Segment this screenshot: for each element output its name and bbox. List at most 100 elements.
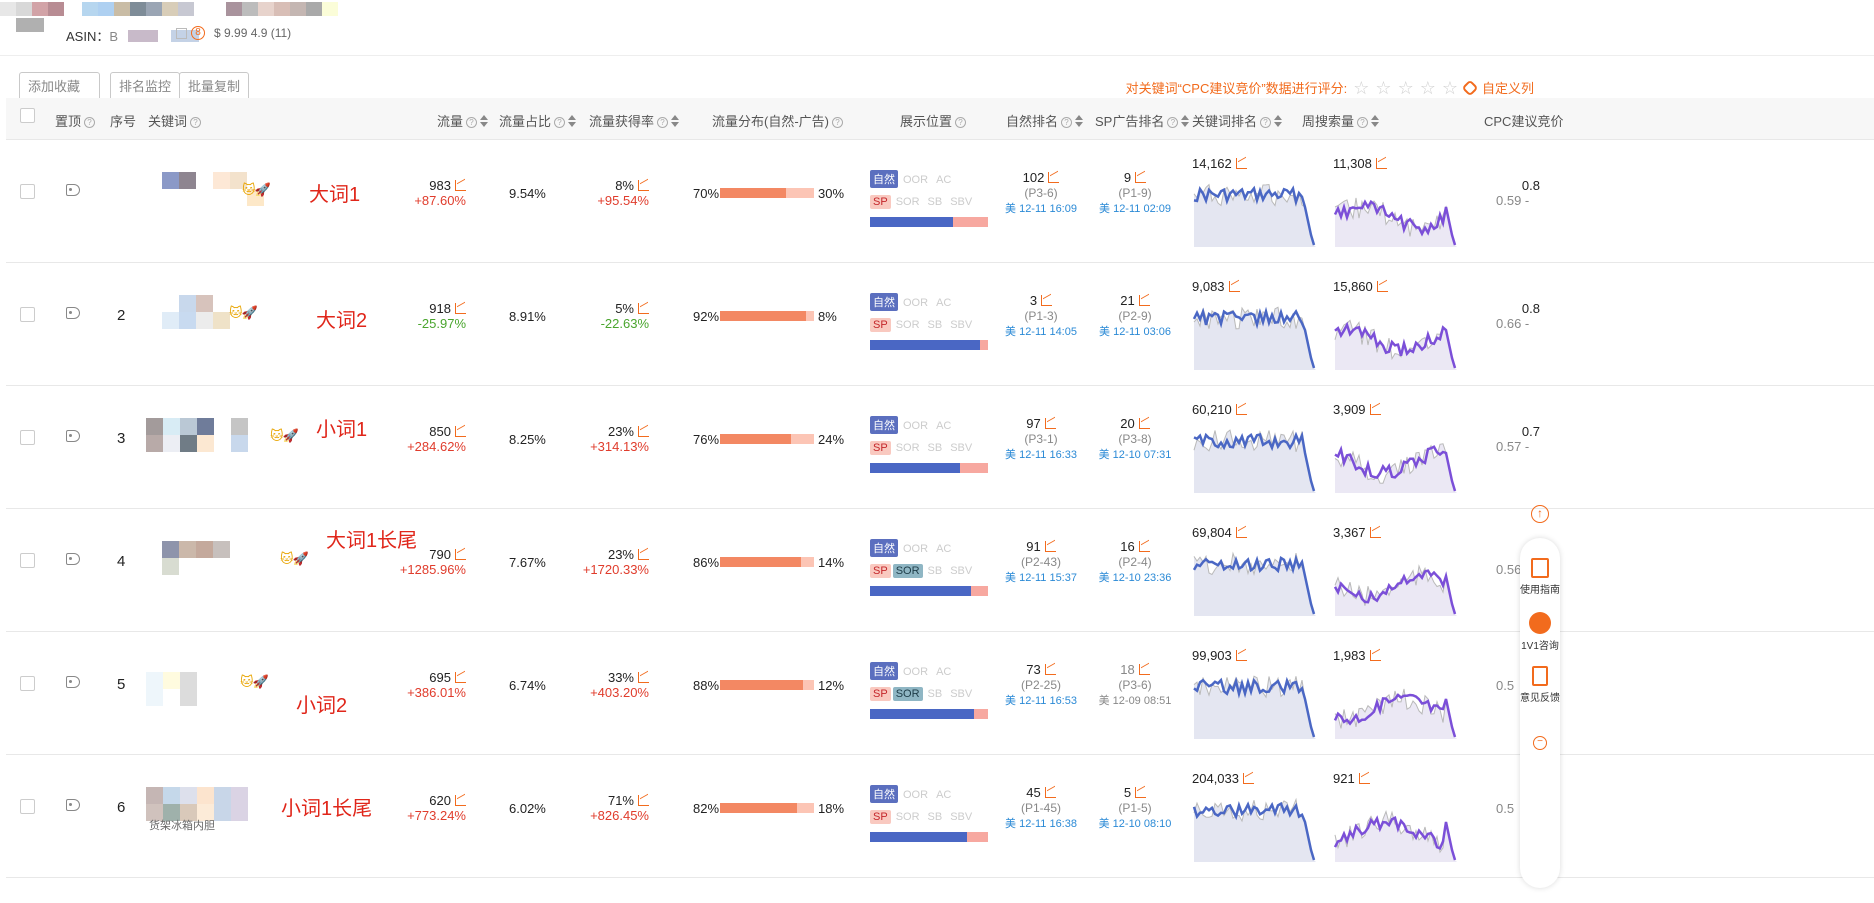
trend-chart-icon[interactable] — [1135, 787, 1147, 798]
tag-icon[interactable] — [66, 676, 80, 688]
trend-chart-icon[interactable] — [1376, 281, 1388, 292]
select-all-checkbox[interactable] — [20, 108, 35, 123]
col-sp-rank[interactable]: SP广告排名? — [1095, 111, 1190, 130]
cpc-range: 0.5 — [1496, 678, 1515, 693]
copy-icon[interactable] — [176, 28, 187, 39]
keyword-label[interactable]: 大词2 — [316, 310, 368, 332]
star-icon[interactable]: ☆ — [1397, 77, 1414, 98]
trend-chart-icon[interactable] — [455, 795, 466, 806]
trend-chart-icon[interactable] — [1138, 541, 1150, 552]
trend-chart-icon[interactable] — [1135, 172, 1147, 183]
trend-chart-icon[interactable] — [638, 303, 649, 314]
trend-chart-icon[interactable] — [1375, 158, 1387, 169]
trend-chart-icon[interactable] — [1044, 664, 1056, 675]
help-icon: ? — [1357, 117, 1369, 128]
kw-rank-sparkline[interactable] — [1192, 419, 1320, 497]
trend-chart-icon[interactable] — [1044, 787, 1056, 798]
row-checkbox[interactable] — [20, 184, 35, 199]
trend-chart-icon[interactable] — [1235, 404, 1247, 415]
kw-rank-sparkline[interactable] — [1192, 665, 1320, 743]
star-icon[interactable]: ☆ — [1419, 77, 1436, 98]
col-traffic[interactable]: 流量? — [437, 111, 489, 130]
keyword-flag-icons[interactable]: 🐱🚀 — [280, 551, 309, 566]
collapse-panel-button[interactable]: − — [1533, 736, 1547, 750]
trend-chart-icon[interactable] — [638, 795, 649, 806]
kw-rank-sparkline[interactable] — [1192, 788, 1320, 866]
trend-chart-icon[interactable] — [455, 303, 466, 314]
trend-chart-icon[interactable] — [638, 180, 649, 191]
display-pos-chips: 自然 OOR AC SP SOR SB SBV — [870, 293, 977, 332]
col-traffic-share[interactable]: 流量占比? — [499, 111, 577, 130]
trend-chart-icon[interactable] — [1235, 650, 1247, 661]
kw-rank-sparkline[interactable] — [1192, 296, 1320, 374]
keyword-label[interactable]: 小词1 — [316, 419, 368, 441]
keyword-flag-icons[interactable]: 🐱🚀 — [242, 182, 271, 197]
star-icon[interactable]: ☆ — [1441, 77, 1458, 98]
trend-chart-icon[interactable] — [1138, 664, 1150, 675]
trend-chart-icon[interactable] — [1369, 650, 1381, 661]
tag-icon[interactable] — [66, 799, 80, 811]
trend-chart-icon[interactable] — [1228, 281, 1240, 292]
consult-item[interactable]: 1V1咨询 — [1520, 612, 1560, 652]
keyword-flag-icons[interactable]: 🐱🚀 — [240, 674, 269, 689]
trend-chart-icon[interactable] — [1138, 418, 1150, 429]
weekly-search-sparkline[interactable] — [1333, 665, 1461, 743]
trend-chart-icon[interactable] — [638, 549, 649, 560]
weekly-search-sparkline[interactable] — [1333, 542, 1461, 620]
scroll-top-button[interactable]: ↑ — [1531, 505, 1549, 523]
trend-chart-icon[interactable] — [638, 672, 649, 683]
asin-label: ASIN： — [66, 29, 110, 44]
kw-rank-sparkline[interactable] — [1192, 542, 1320, 620]
trend-chart-icon[interactable] — [638, 426, 649, 437]
kw-rank-sparkline[interactable] — [1192, 173, 1320, 251]
keyword-label[interactable]: 小词2 — [296, 695, 348, 717]
trend-chart-icon[interactable] — [1235, 527, 1247, 538]
keyword-label[interactable]: 大词1 — [309, 184, 361, 206]
trend-chart-icon[interactable] — [1044, 418, 1056, 429]
tag-icon[interactable] — [66, 430, 80, 442]
trend-chart-icon[interactable] — [455, 180, 466, 191]
trend-chart-icon[interactable] — [1369, 527, 1381, 538]
row-checkbox[interactable] — [20, 553, 35, 568]
trend-chart-icon[interactable] — [1235, 158, 1247, 169]
weekly-search-sparkline[interactable] — [1333, 788, 1461, 866]
row-checkbox[interactable] — [20, 799, 35, 814]
guide-item[interactable]: 使用指南 — [1520, 558, 1560, 596]
tag-icon[interactable] — [66, 553, 80, 565]
col-weekly-search[interactable]: 周搜索量? — [1302, 111, 1380, 130]
tag-icon[interactable] — [66, 307, 80, 319]
asin-value[interactable]: B — [109, 29, 119, 44]
trend-chart-icon[interactable] — [455, 426, 466, 437]
row-checkbox[interactable] — [20, 307, 35, 322]
weekly-search-sparkline[interactable] — [1333, 419, 1461, 497]
trend-chart-icon[interactable] — [1138, 295, 1150, 306]
trend-chart-icon[interactable] — [1369, 404, 1381, 415]
keyword-flag-icons[interactable]: 🐱🚀 — [270, 428, 299, 443]
keyword-label[interactable]: 大词1长尾 — [326, 530, 418, 552]
row-checkbox[interactable] — [20, 676, 35, 691]
weekly-search-sparkline[interactable] — [1333, 173, 1461, 251]
keyword-label[interactable]: 小词1长尾 — [281, 798, 373, 820]
star-icon[interactable]: ☆ — [1353, 77, 1370, 98]
col-traffic-capture[interactable]: 流量获得率? — [589, 111, 680, 130]
keyword-flag-icons[interactable]: 🐱🚀 — [229, 305, 258, 320]
trend-chart-icon[interactable] — [1243, 773, 1254, 784]
trend-chart-icon[interactable] — [455, 672, 466, 683]
rank-monitor-button[interactable]: 排名监控 — [110, 72, 181, 102]
trend-chart-icon[interactable] — [1041, 295, 1053, 306]
capture-delta: +95.54% — [597, 193, 649, 208]
trend-chart-icon[interactable] — [455, 549, 466, 560]
settings-icon[interactable] — [1461, 79, 1479, 96]
tag-icon[interactable] — [66, 184, 80, 196]
feedback-item[interactable]: 意见反馈 — [1520, 666, 1560, 704]
col-kw-rank[interactable]: 关键词排名? — [1192, 111, 1283, 130]
weekly-search-sparkline[interactable] — [1333, 296, 1461, 374]
custom-columns-link[interactable]: 自定义列 — [1481, 81, 1534, 96]
trend-chart-icon[interactable] — [1044, 541, 1056, 552]
row-checkbox[interactable] — [20, 430, 35, 445]
col-organic-rank[interactable]: 自然排名? — [1006, 111, 1084, 130]
star-icon[interactable]: ☆ — [1375, 77, 1392, 98]
trend-chart-icon[interactable] — [1358, 773, 1370, 784]
trend-chart-icon[interactable] — [1048, 172, 1060, 183]
kw-rank-value: 204,033 — [1192, 771, 1239, 786]
